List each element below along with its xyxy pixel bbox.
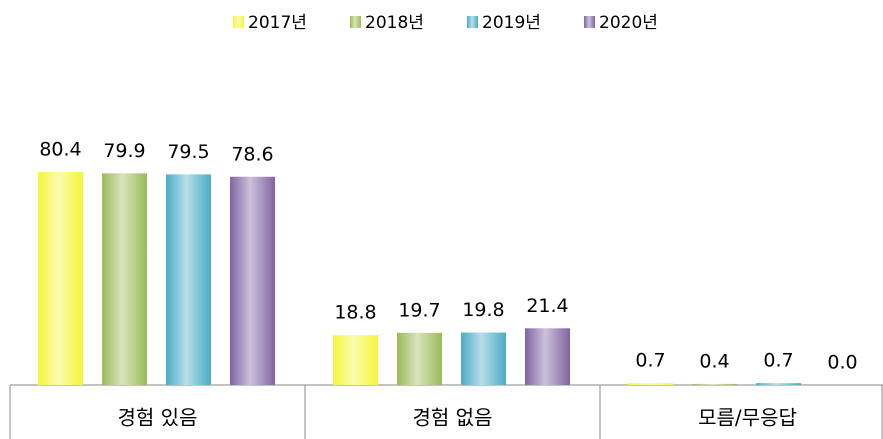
value-label: 0.7 [763,350,793,372]
legend-swatch [467,16,478,28]
x-tick-label: 경험 없음 [413,406,493,430]
value-label: 21.4 [526,295,568,317]
bar [397,332,442,385]
bar [102,173,147,385]
bar [461,332,506,385]
bar [38,172,83,385]
value-label: 19.8 [462,299,504,321]
value-label: 0.0 [827,352,857,374]
legend-label: 2018년 [365,13,424,33]
value-label: 19.7 [398,299,440,321]
value-label: 18.8 [334,302,376,324]
value-label: 0.7 [635,350,665,372]
bar [333,335,378,385]
bar [692,383,737,385]
bar [525,328,570,385]
bar [230,176,275,385]
x-tick-label: 경험 있음 [118,406,198,430]
value-label: 78.6 [231,143,273,165]
value-label: 79.9 [103,140,145,162]
legend-swatch [350,16,361,28]
value-label: 79.5 [167,141,209,163]
legend-label: 2019년 [482,13,541,33]
legend-label: 2017년 [248,13,307,33]
value-label: 80.4 [39,139,81,161]
legend-label: 2020년 [599,13,658,33]
bar [166,174,211,385]
bar [628,383,673,385]
legend-swatch [584,16,595,28]
bar [756,383,801,385]
x-tick-label: 모름/무응답 [698,406,797,430]
legend-swatch [233,16,244,28]
value-label: 0.4 [699,350,729,372]
